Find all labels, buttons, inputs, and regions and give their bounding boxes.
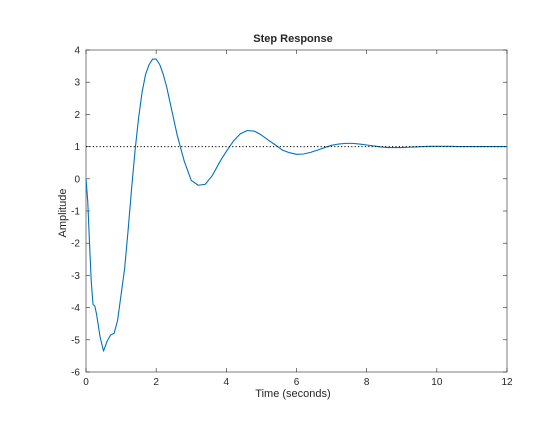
y-tick-label: 0 xyxy=(74,174,80,185)
x-tick-label: 6 xyxy=(294,377,300,388)
y-tick-label: -4 xyxy=(71,303,80,314)
y-axis-title: Amplitude xyxy=(57,189,69,238)
x-tick-label: 8 xyxy=(364,377,370,388)
y-tick-label: 2 xyxy=(74,110,80,121)
y-tick-label: 3 xyxy=(74,78,80,89)
y-tick-label: 4 xyxy=(74,46,80,57)
x-tick-label: 0 xyxy=(83,377,89,388)
y-tick-label: -3 xyxy=(71,271,80,282)
x-tick-label: 4 xyxy=(224,377,230,388)
plot-area xyxy=(85,49,508,373)
y-tick-label: -1 xyxy=(71,207,80,218)
step-response-line xyxy=(85,58,507,352)
x-tick-label: 2 xyxy=(153,377,159,388)
y-tick-label: -5 xyxy=(71,335,80,346)
chart-title: Step Response xyxy=(253,33,332,45)
x-tick-label: 12 xyxy=(501,377,513,388)
x-tick-label: 10 xyxy=(431,377,443,388)
y-tick-label: 1 xyxy=(74,142,80,153)
y-tick-label: -2 xyxy=(71,239,80,250)
x-axis-title: Time (seconds) xyxy=(255,388,330,400)
y-tick-label: -6 xyxy=(71,368,80,379)
